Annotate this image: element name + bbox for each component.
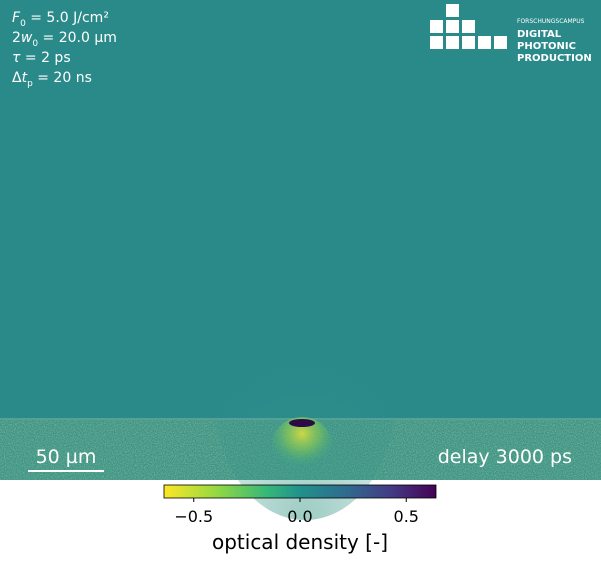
parameter: Δtp = 20 ns [12,70,92,89]
param-text: = 20 ns [33,70,92,86]
colorbar [163,484,437,499]
parameter: F0 = 5.0 J/cm² [12,10,109,29]
logo-text: FORSCHUNGSCAMPUS [517,18,585,25]
glow [272,417,332,473]
param-text: = 20.0 µm [38,30,117,46]
logo-blocks [430,4,507,49]
param-text: = 2 ps [20,50,70,66]
halo [215,280,395,520]
param-sub: p [27,79,33,89]
param-prefix: 2 [12,30,21,46]
delay-label: delay 3000 ps [438,446,572,468]
param-var: w [21,30,33,46]
logo-text: DIGITAL [517,29,562,40]
parameter: 2w0 = 20.0 µm [12,30,117,49]
tick-label: 0.0 [287,507,312,526]
tick-label: −0.5 [174,507,213,526]
crater [289,419,315,427]
param-var: F [12,10,21,26]
param-text: = 5.0 J/cm² [26,10,109,26]
param-var: τ [12,50,21,66]
image [0,0,601,520]
logo-text: PRODUCTION [517,53,592,64]
logo-text: PHOTONIC [517,41,576,52]
tick-label: 0.5 [394,507,419,526]
scale-label: 50 µm [36,446,97,468]
colorbar-label: optical density [-] [212,530,388,554]
param-var: t [22,70,28,86]
param-prefix: Δ [12,70,22,86]
parameter: τ = 2 ps [12,50,71,66]
param-sub: 0 [20,19,26,29]
param-sub: 0 [32,39,38,49]
